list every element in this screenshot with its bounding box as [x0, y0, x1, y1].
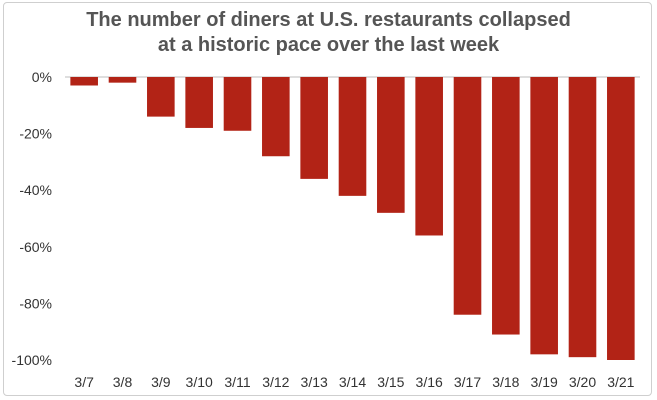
bars [70, 77, 635, 360]
x-tick-label: 3/8 [113, 374, 133, 390]
x-tick-label: 3/12 [262, 374, 289, 390]
y-tick-label: -40% [19, 182, 52, 198]
x-tick-label: 3/15 [377, 374, 404, 390]
x-axis-ticks: 3/7 3/8 3/9 3/10 3/11 3/12 3/13 3/14 3/15 3/16 3/1… [74, 374, 634, 390]
y-tick-label: -60% [19, 239, 52, 255]
bar-3-7 [70, 77, 98, 86]
y-tick-label: -80% [19, 295, 52, 311]
x-tick-label: 3/10 [186, 374, 213, 390]
x-tick-label: 3/17 [454, 374, 481, 390]
bar-3-11 [223, 77, 252, 131]
y-tick-label: 0% [32, 69, 52, 85]
bar-3-21 [607, 77, 635, 360]
bar-3-16 [415, 77, 443, 236]
bar-3-10 [185, 77, 213, 128]
bar-3-15 [377, 77, 405, 213]
x-tick-label: 3/9 [151, 374, 171, 390]
y-tick-label: -20% [19, 126, 52, 142]
x-tick-label: 3/20 [569, 374, 596, 390]
chart-title-line-2: at a historic pace over the last week [157, 34, 500, 56]
x-tick-label: 3/16 [416, 374, 443, 390]
bar-3-17 [453, 77, 482, 315]
bar-3-20 [568, 77, 597, 358]
bar-3-19 [530, 77, 558, 355]
y-tick-label: -100% [12, 352, 52, 368]
chart-title-line-1: The number of diners at U.S. restaurants… [86, 9, 571, 31]
y-axis-ticks: 0% -20% -40% -60% -80% -100% [12, 69, 52, 368]
chart-title: The number of diners at U.S. restaurants… [0, 8, 657, 58]
x-tick-label: 3/21 [607, 374, 634, 390]
bar-3-9 [147, 77, 175, 117]
bar-3-12 [262, 77, 290, 157]
bar-3-18 [492, 77, 520, 335]
bar-3-8 [108, 77, 137, 83]
x-tick-label: 3/19 [531, 374, 558, 390]
x-tick-label: 3/18 [492, 374, 519, 390]
bar-3-14 [338, 77, 367, 196]
x-tick-label: 3/11 [224, 374, 250, 390]
x-tick-label: 3/13 [301, 374, 328, 390]
bar-3-13 [300, 77, 328, 179]
x-tick-label: 3/7 [74, 374, 94, 390]
x-tick-label: 3/14 [339, 374, 366, 390]
